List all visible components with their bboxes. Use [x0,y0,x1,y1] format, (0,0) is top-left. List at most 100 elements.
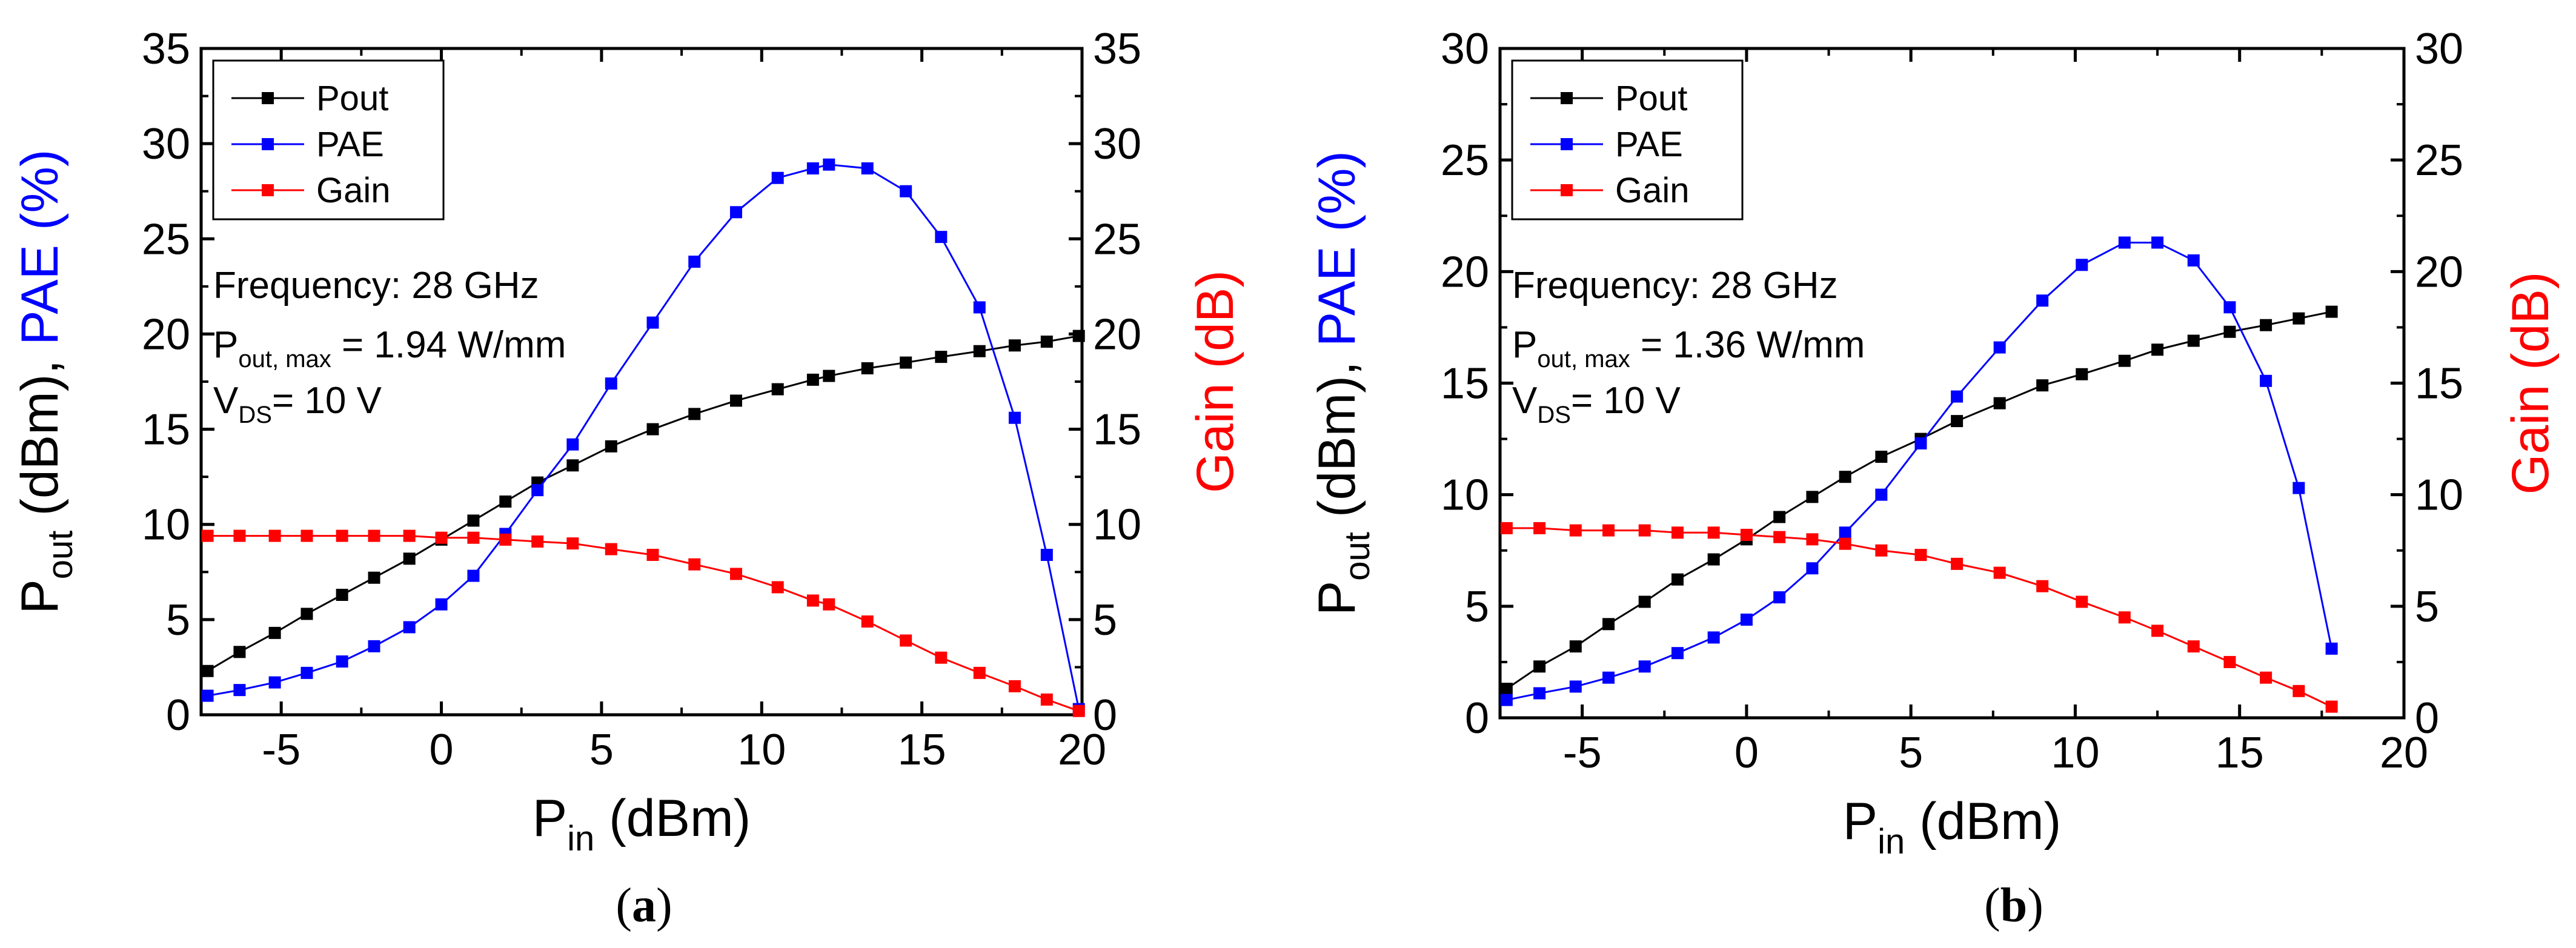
chart-b-point-gain [1533,522,1546,534]
chart-a-ytick-label-right: 10 [1093,501,1141,549]
chart-b-xaxis-label: Pin (dBm) [1843,792,2062,861]
chart-a-point-pout [646,423,659,436]
chart-b-point-pae [2118,236,2131,249]
chart-a-xtick-label: 5 [589,726,614,774]
chart-b-yaxis-right-label: Gain (dB) [2501,271,2560,494]
chart-a-yaxis-left-label-pae: PAE (%) [11,149,69,345]
chart-b-point-pout [2325,305,2338,318]
chart-a-annotation-pout-max-main: P [213,324,238,366]
chart-a-yaxis-right-label: Gain (dB) [1186,270,1244,493]
chart-b-point-pae [1671,647,1684,660]
chart-a-point-pout [268,626,281,639]
chart-a-point-pae [336,655,348,668]
chart-b-ytick-label-left: 0 [1465,694,1489,743]
chart-a-point-pout [688,408,701,420]
chart-b-point-pout [2223,325,2236,338]
chart-b-point-pout [1707,553,1720,566]
chart-a-xaxis-label-main: P [533,789,567,847]
chart-b-point-gain [1914,549,1927,562]
chart-b-xaxis-label-main: P [1843,792,1877,850]
chart-b-point-pae [1951,390,1964,403]
chart-a-point-pout [499,496,512,508]
chart-a-point-pout [1040,336,1053,348]
chart-a-series-gain-line [207,535,1080,712]
chart-a-point-pout [368,571,380,584]
chart-b-ytick-label-left: 20 [1441,248,1489,296]
chart-a-ytick-label-right: 25 [1093,215,1141,264]
chart-a-point-gain [403,529,416,542]
chart-b-xtick-label: -5 [1563,729,1602,777]
chart-a-legend-label-gain: Gain [316,171,391,210]
chart-b-ytick-label-right: 30 [2415,25,2463,73]
chart-a-point-pout [403,552,416,565]
chart-a-ytick-label-right: 0 [1093,691,1117,740]
chart-a-point-pae [771,171,784,184]
chart-b-point-gain [2223,655,2236,668]
chart-a-point-gain [435,531,448,544]
chart-b-point-gain [1773,531,1786,543]
chart-b-point-pout [2260,319,2272,331]
chart-a-yaxis-left-label: Pout (dBm), PAE (%) [11,149,80,614]
chart-b-ytick-label-left: 25 [1441,136,1489,185]
caption-a-label: a [632,879,656,932]
chart-a-legend-marker-pout [262,92,274,104]
chart-a-ytick-label-right: 15 [1093,406,1141,454]
chart-a-point-pae [861,162,874,174]
chart-a-point-gain [368,529,380,542]
chart-b-point-pout [1806,491,1819,503]
chart-a-annotation-vds-sub: DS [238,402,272,428]
chart-b-point-pae [1806,562,1819,575]
chart-a-ytick-label-right: 35 [1093,25,1141,73]
chart-a-point-gain [1008,680,1021,692]
chart-a-point-pae [1040,549,1053,561]
chart-b-xtick-label: 0 [1734,729,1759,777]
chart-a-point-pae [823,158,835,171]
chart-a-ytick-label-left: 30 [142,120,190,168]
chart-b-legend-marker-pae [1561,138,1573,150]
chart-b-xtick-label: 10 [2051,729,2099,777]
chart-a-point-pae [201,689,214,702]
chart-b-annotation-pout-max-sub: out, max [1537,346,1630,373]
chart-b-point-pae [1533,687,1546,700]
chart-b-point-gain [2076,595,2088,608]
chart-b-xaxis-label-unit: (dBm) [1905,792,2061,850]
chart-a-point-pae [368,640,380,652]
chart-a-point-gain [861,615,874,628]
chart-a-point-pae [566,438,579,451]
chart-a-annotation-pout-max: Pout, max = 1.94 W/mm [213,324,566,373]
chart-a-point-pout [566,459,579,472]
chart-b-point-pae [2223,301,2236,314]
chart-b-annotation-pout-max: Pout, max = 1.36 W/mm [1512,324,1865,373]
chart-b-point-gain [2187,640,2200,653]
chart-b-point-gain [1671,526,1684,539]
chart-b-annotation-pout-max-main: P [1512,324,1537,366]
chart-b-point-gain [2260,671,2272,684]
chart-b-ytick-label-right: 10 [2415,471,2463,520]
chart-b-point-gain [1500,522,1513,534]
chart-a-point-pae [531,484,544,497]
chart-b-yaxis-left-label-unit: (dBm), [1308,346,1366,532]
chart-a-legend-marker-gain [262,184,274,196]
chart-panel-a: -5 0 5 10 15 20 0 0 5 5 10 10 15 15 20 20 25 25 30 30 35 35 Po… [11,25,1244,932]
chart-a-yaxis-left-label-unit: (dBm), [11,345,69,531]
chart-a-ytick-label-left: 25 [142,215,190,264]
chart-b-point-pout [2076,368,2088,380]
chart-a-xaxis-label-unit: (dBm) [594,789,751,847]
caption-b: (b) [1984,879,2043,932]
chart-a-point-pout [300,608,313,620]
chart-a-point-gain [1072,704,1085,717]
chart-a-point-pout [1072,330,1085,342]
chart-a-point-gain [531,535,544,548]
chart-a-point-pae [729,206,742,219]
chart-a-point-gain [729,568,742,580]
chart-a-annotation-pout-max-sub: out, max [238,346,331,373]
chart-b-point-pae [1914,437,1927,449]
chart-b-annotation-pout-max-value: = 1.36 W/mm [1630,324,1865,366]
chart-a-point-pae [467,569,480,582]
chart-a-point-gain [823,598,835,611]
chart-b-legend-label-pout: Pout [1615,79,1687,118]
chart-b-point-pae [2292,482,2305,494]
chart-a-point-pout [823,370,835,382]
chart-a-xtick-label: 0 [430,726,454,774]
chart-b-point-pout [1993,397,2006,409]
